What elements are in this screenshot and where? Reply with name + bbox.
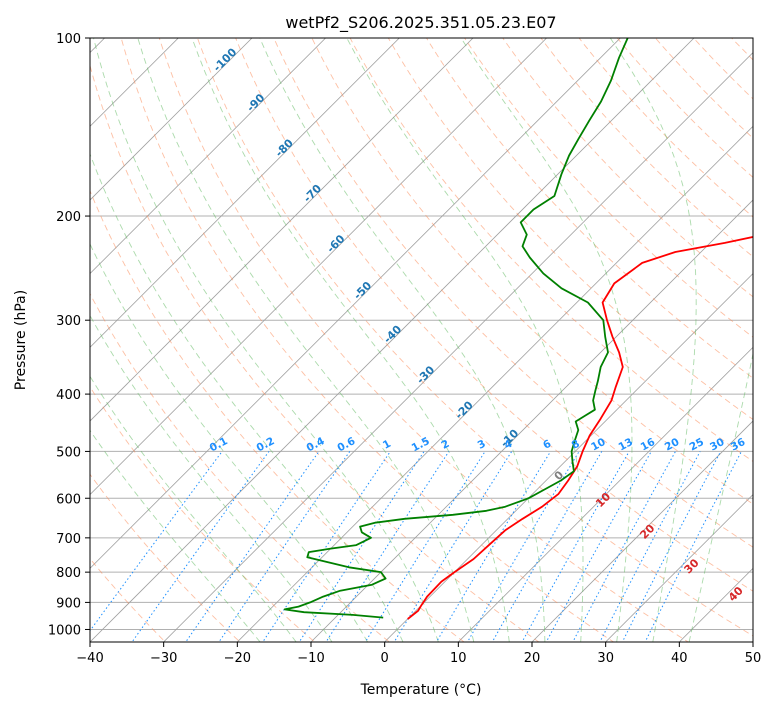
y-tick-label: 700: [56, 532, 81, 547]
y-tick-label: 900: [56, 596, 81, 611]
y-tick-label: 500: [56, 445, 81, 460]
y-tick-label: 600: [56, 492, 81, 507]
x-tick-label: 10: [450, 651, 467, 666]
chart-title: wetPf2_S206.2025.351.05.23.E07: [285, 13, 556, 33]
x-tick-label: 30: [597, 651, 614, 666]
x-tick-label: −20: [224, 651, 251, 666]
x-tick-label: 40: [671, 651, 688, 666]
x-tick-label: −10: [297, 651, 324, 666]
y-tick-label: 400: [56, 388, 81, 403]
y-axis-label: Pressure (hPa): [13, 290, 29, 390]
y-tick-label: 1000: [48, 624, 81, 639]
y-tick-label: 100: [56, 32, 81, 47]
y-tick-label: 200: [56, 210, 81, 225]
x-tick-label: 50: [745, 651, 762, 666]
x-tick-label: −30: [150, 651, 177, 666]
x-axis-label: Temperature (°C): [360, 682, 482, 698]
x-tick-label: 20: [524, 651, 541, 666]
x-tick-label: −40: [76, 651, 103, 666]
x-tick-label: 0: [381, 651, 389, 666]
y-tick-label: 300: [56, 314, 81, 329]
y-tick-label: 800: [56, 566, 81, 581]
